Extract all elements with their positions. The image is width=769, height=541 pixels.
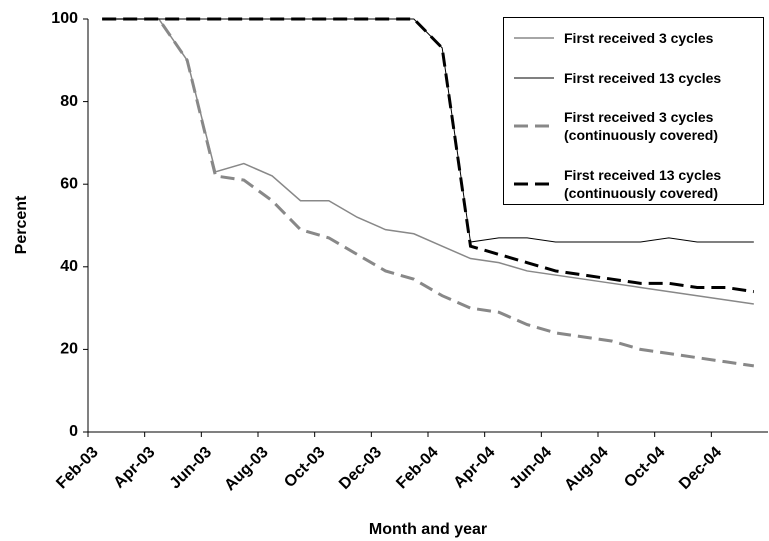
series-line [102,17,755,294]
x-tick-label: Feb-03 [53,444,102,493]
x-tick-label: Apr-03 [111,444,159,492]
y-tick-label: 40 [60,258,78,275]
x-tick-label: Aug-03 [221,444,271,494]
x-tick-label: Dec-03 [336,444,385,493]
y-axis-label: Percent [13,195,30,254]
legend-label: First received 3 cycles [564,30,714,46]
x-tick-label: Jun-04 [507,444,556,493]
legend-swatch [514,124,554,128]
series-line [102,17,755,368]
legend-item: First received 13 cycles [504,58,765,98]
legend-item: First received 13 cycles (continuously c… [504,164,765,204]
legend-label: First received 13 cycles [564,70,722,86]
x-tick-label: Aug-04 [561,444,611,494]
y-tick-label: 80 [60,93,78,110]
legend-label: First received 13 cycles (continuously c… [564,167,722,201]
y-tick-label: 60 [60,175,78,192]
x-tick-label: Oct-04 [621,444,668,491]
legend-swatch [514,37,554,39]
legend-swatch [514,182,554,186]
x-tick-label: Dec-04 [676,444,725,493]
legend: First received 3 cycles First received 13… [503,17,764,205]
legend-item: First received 3 cycles (continuously co… [504,106,765,146]
y-tick-label: 100 [51,10,78,27]
x-tick-label: Feb-04 [393,444,442,493]
x-tick-label: Apr-04 [451,444,499,492]
y-tick-label: 20 [60,341,78,358]
y-tick-label: 0 [69,423,78,440]
legend-item: First received 3 cycles [504,18,765,58]
x-axis-label: Month and year [369,521,487,538]
x-tick-label: Jun-03 [167,444,216,493]
legend-label: First received 3 cycles (continuously co… [564,109,719,143]
x-tick-label: Oct-03 [281,444,328,491]
legend-swatch [514,77,554,79]
